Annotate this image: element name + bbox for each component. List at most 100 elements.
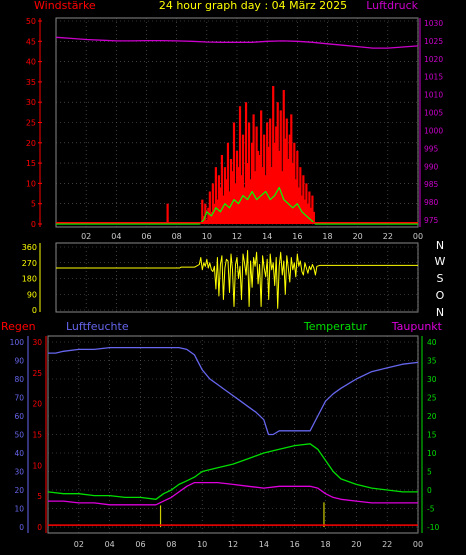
chart1-x-tick-label: 20 bbox=[353, 232, 363, 241]
chart3-x-tick-label: 00 bbox=[413, 540, 423, 549]
chart3-dewpoint-label: Taupunkt bbox=[391, 320, 443, 333]
chart3-rain-tick-label: 10 bbox=[32, 461, 42, 470]
chart3-x-tick-label: 04 bbox=[105, 540, 115, 549]
chart2-left-tick-label: 270 bbox=[22, 259, 37, 268]
chart1-wind-mean-line bbox=[56, 186, 418, 225]
chart1-left-tick-label: 30 bbox=[26, 98, 36, 107]
chart3-temp-tick-label: 0 bbox=[427, 486, 432, 495]
chart2-direction-line bbox=[56, 250, 418, 309]
chart1-right-tick-label: 1020 bbox=[424, 55, 443, 64]
chart3-humidity-tick-label: 70 bbox=[14, 394, 24, 403]
chart3-x-tick-label: 22 bbox=[382, 540, 392, 549]
chart2-direction-label: N bbox=[436, 239, 444, 252]
chart3-temp-tick-label: 30 bbox=[427, 375, 437, 384]
chart1-left-tick-label: 40 bbox=[26, 58, 36, 67]
chart1-x-tick-label: 06 bbox=[141, 232, 151, 241]
chart3-rain-tick-label: 0 bbox=[37, 523, 42, 532]
chart3-x-tick-label: 06 bbox=[135, 540, 145, 549]
chart1-x-tick-label: 02 bbox=[81, 232, 91, 241]
chart1-x-tick-label: 18 bbox=[322, 232, 332, 241]
chart1-left-axis-label: Windstärke bbox=[34, 0, 96, 12]
chart3-temperature-label: Temperatur bbox=[303, 320, 368, 333]
chart1-left-tick-label: 50 bbox=[26, 17, 36, 26]
chart1-right-tick-label: 1010 bbox=[424, 91, 443, 100]
chart2-left-tick-label: 90 bbox=[27, 290, 37, 299]
chart1-right-tick-label: 1030 bbox=[424, 19, 443, 28]
chart3-x-tick-label: 14 bbox=[259, 540, 269, 549]
chart1-title: 24 hour graph day : 04 März 2025 bbox=[159, 0, 347, 12]
chart3-temp-tick-label: 5 bbox=[427, 468, 432, 477]
chart3-temp-tick-label: 10 bbox=[427, 449, 437, 458]
chart3-humidity-tick-label: 80 bbox=[14, 375, 24, 384]
chart3-x-tick-label: 10 bbox=[197, 540, 207, 549]
chart1-right-tick-label: 990 bbox=[424, 162, 439, 171]
chart1-wind-gust-series bbox=[166, 85, 316, 224]
chart3-humidity-tick-label: 90 bbox=[14, 357, 24, 366]
chart1-right-tick-label: 1025 bbox=[424, 37, 443, 46]
chart3-temp-tick-label: 40 bbox=[427, 338, 437, 347]
chart1-x-tick-label: 16 bbox=[292, 232, 302, 241]
chart3-dewpoint-line bbox=[48, 481, 418, 506]
chart3-humidity-tick-label: 40 bbox=[14, 449, 24, 458]
chart1-left-tick-label: 5 bbox=[31, 200, 36, 209]
chart3-humidity-tick-label: 50 bbox=[14, 431, 24, 440]
chart1-left-tick-label: 10 bbox=[26, 179, 36, 188]
chart1-left-tick-label: 20 bbox=[26, 139, 36, 148]
chart3-temp-tick-label: 20 bbox=[427, 412, 437, 421]
chart1-left-tick-label: 25 bbox=[26, 119, 36, 128]
chart3-temp-tick-label: 35 bbox=[427, 357, 437, 366]
chart1-x-tick-label: 14 bbox=[262, 232, 272, 241]
chart3-temp-tick-label: 25 bbox=[427, 394, 437, 403]
chart3-x-tick-label: 08 bbox=[166, 540, 176, 549]
chart1-right-axis-label: Luftdruck bbox=[366, 0, 418, 12]
chart3-x-tick-label: 20 bbox=[351, 540, 361, 549]
chart3-x-tick-label: 12 bbox=[228, 540, 238, 549]
chart1-x-tick-label: 04 bbox=[111, 232, 121, 241]
chart3-humidity-line bbox=[48, 346, 419, 436]
chart3-temperature-line bbox=[47, 443, 418, 500]
chart3-x-tick-label: 16 bbox=[290, 540, 300, 549]
chart3-x-tick-label: 02 bbox=[74, 540, 84, 549]
chart1-right-tick-label: 985 bbox=[424, 180, 439, 189]
chart2-direction-label: O bbox=[436, 289, 445, 302]
chart2-left-tick-label: 360 bbox=[22, 243, 37, 252]
chart1-right-tick-label: 995 bbox=[424, 144, 439, 153]
chart2-direction-label: W bbox=[435, 255, 446, 268]
chart2-left-tick-label: 180 bbox=[22, 275, 37, 284]
chart3-temp-tick-label: -10 bbox=[427, 523, 439, 532]
chart2-frame bbox=[55, 242, 419, 313]
chart3-humidity-tick-label: 100 bbox=[10, 338, 25, 347]
chart2-direction-label: S bbox=[437, 272, 444, 285]
chart1-right-tick-label: 975 bbox=[424, 216, 439, 225]
chart1-left-tick-label: 45 bbox=[26, 37, 36, 46]
chart3-x-tick-label: 18 bbox=[320, 540, 330, 549]
chart1-left-tick-label: 35 bbox=[26, 78, 36, 87]
chart3-humidity-tick-label: 20 bbox=[14, 486, 24, 495]
chart1-x-tick-label: 22 bbox=[383, 232, 393, 241]
chart2-direction-label: N bbox=[436, 306, 444, 319]
chart3-humidity-tick-label: 0 bbox=[19, 523, 24, 532]
chart3-rain-tick-label: 20 bbox=[32, 400, 42, 409]
chart1-x-tick-label: 12 bbox=[232, 232, 242, 241]
chart3-humidity-tick-label: 10 bbox=[14, 505, 24, 514]
chart3-temp-tick-label: 15 bbox=[427, 431, 437, 440]
chart3-rain-tick-label: 25 bbox=[32, 369, 42, 378]
chart1-right-tick-label: 980 bbox=[424, 198, 439, 207]
chart1-x-tick-label: 10 bbox=[202, 232, 212, 241]
chart1-pressure-line bbox=[55, 36, 419, 49]
chart3-humidity-label: Luftfeuchte bbox=[66, 320, 129, 333]
chart1-x-tick-label: 00 bbox=[413, 232, 423, 241]
chart3-temp-tick-label: -5 bbox=[427, 505, 435, 514]
chart3-humidity-tick-label: 30 bbox=[14, 468, 24, 477]
chart3-rain-label: Regen bbox=[1, 320, 36, 333]
chart1-x-tick-label: 08 bbox=[172, 232, 182, 241]
chart3-rain-tick-label: 5 bbox=[37, 492, 42, 501]
chart1-right-tick-label: 1005 bbox=[424, 109, 443, 118]
chart1-left-tick-label: 15 bbox=[26, 159, 36, 168]
chart3-humidity-tick-label: 60 bbox=[14, 412, 24, 421]
chart1-left-tick-label: 0 bbox=[31, 220, 36, 229]
chart3-rain-tick-label: 15 bbox=[32, 431, 42, 440]
chart2-left-tick-label: 0 bbox=[32, 306, 37, 315]
chart1-right-tick-label: 1000 bbox=[424, 126, 443, 135]
